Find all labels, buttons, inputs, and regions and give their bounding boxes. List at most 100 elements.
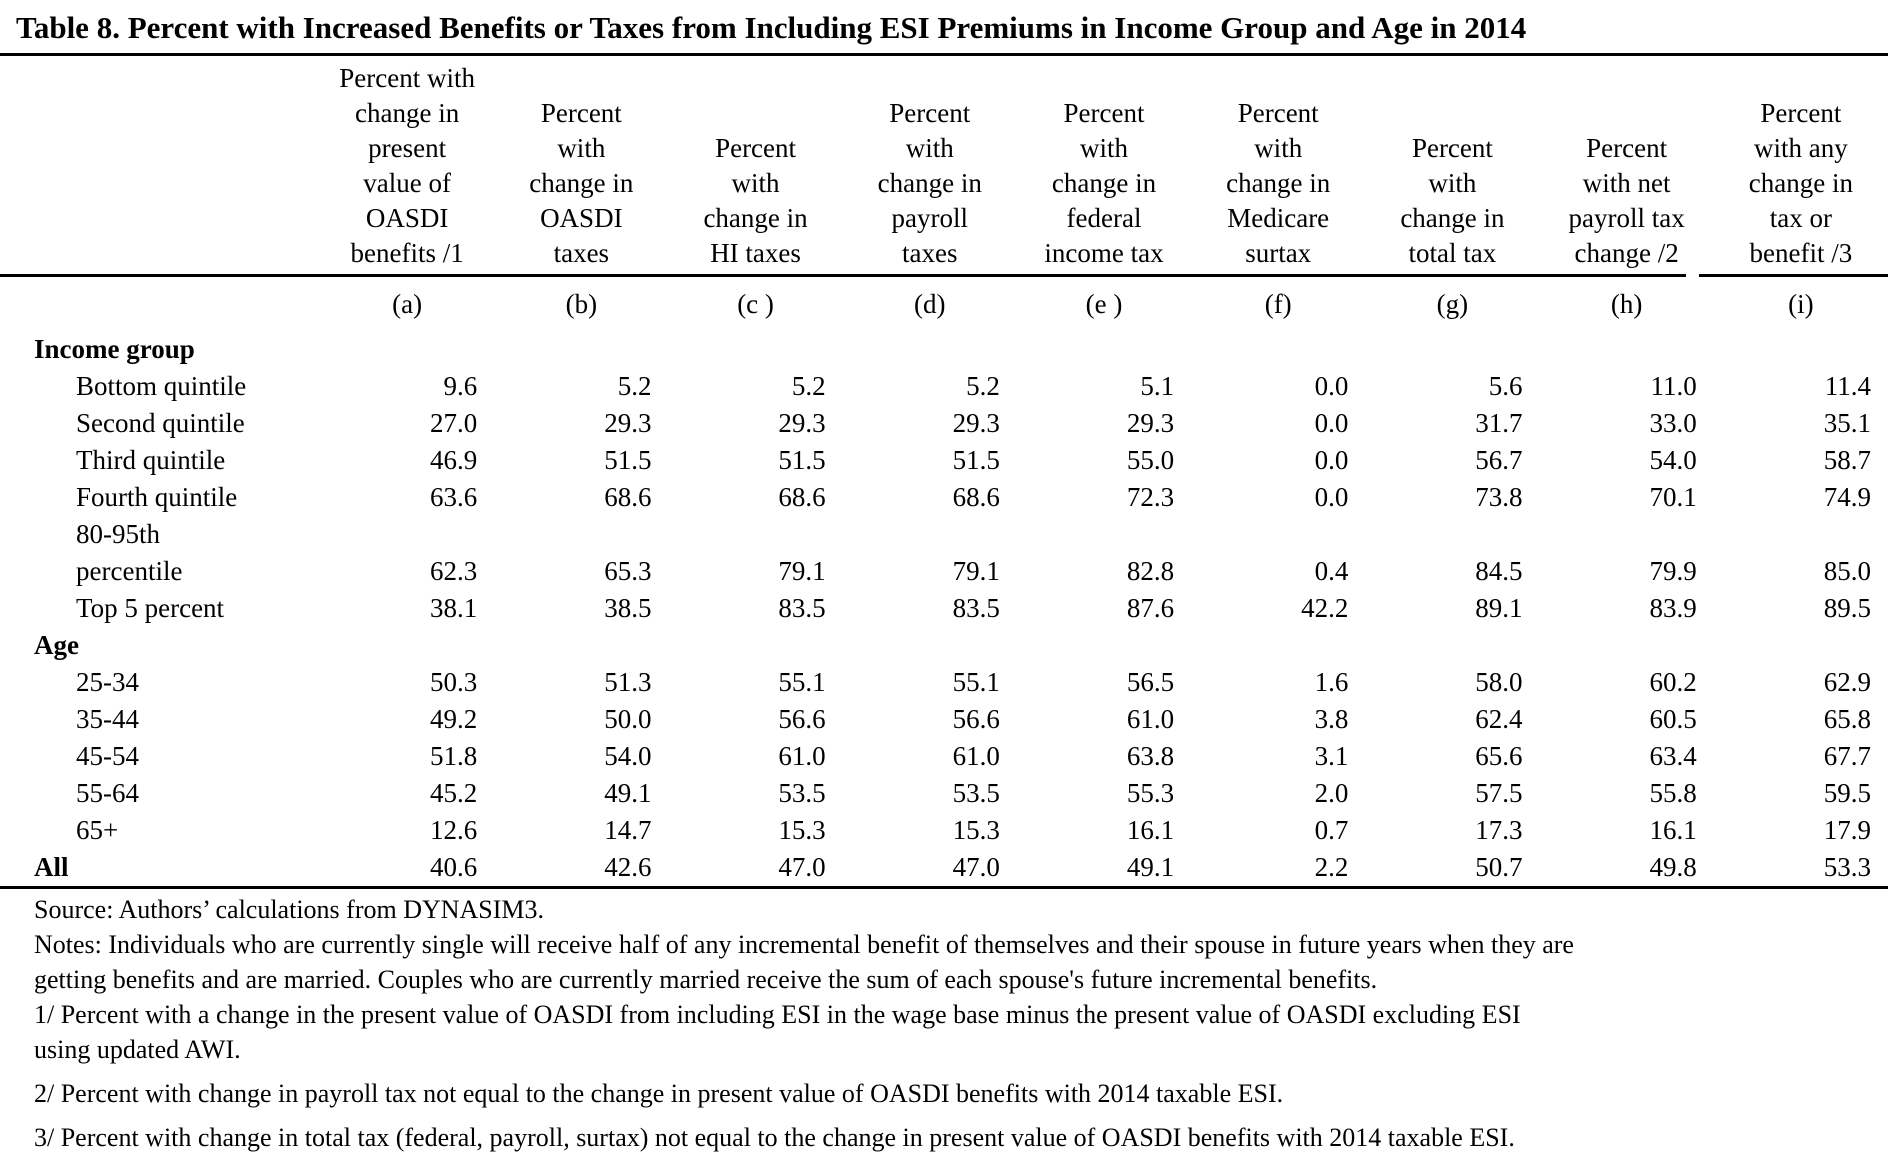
column-header-line: Percent [1760, 98, 1842, 128]
table-row: Fourth quintile 63.6 68.6 68.6 68.6 72.3 0.0 73… [0, 479, 1888, 516]
column-letter-f: (f) [1264, 288, 1292, 319]
cell-f [1191, 516, 1365, 553]
cell-f [1191, 627, 1365, 664]
cell-d: 61.0 [952, 741, 1000, 771]
cell-b: 50.0 [604, 704, 652, 734]
cell-c [668, 331, 842, 368]
column-header-line: change in [1226, 168, 1331, 198]
cell-b: 29.3 [604, 408, 652, 438]
column-header-line: OASDI [365, 203, 449, 233]
cell-b: 49.1 [604, 778, 652, 808]
table-row: 80-95th [0, 516, 1888, 553]
cell-e: 87.6 [1126, 593, 1175, 623]
cell-e: 16.1 [1126, 815, 1175, 845]
column-header-line: payroll tax [1568, 203, 1685, 233]
column-header-line: with any [1754, 133, 1848, 163]
benefits-table: Percent with change in present value of OASD… [0, 56, 1888, 889]
table-row: Third quintile 46.9 51.5 51.5 51.5 55.0 0.0 56.… [0, 442, 1888, 479]
cell-a: 46.9 [429, 445, 478, 475]
column-header-line: federal [1066, 203, 1142, 233]
cell-h: 63.4 [1649, 741, 1697, 771]
cell-i: 58.7 [1823, 445, 1871, 475]
cell-i: 85.0 [1823, 556, 1871, 586]
row-label: Second quintile [76, 408, 245, 438]
cell-h: 83.9 [1649, 593, 1697, 623]
column-header-line: OASDI [540, 203, 623, 233]
cell-c: 5.2 [791, 371, 826, 401]
row-label: 35-44 [76, 704, 139, 734]
cell-b: 51.3 [604, 667, 652, 697]
table-row: 25-34 50.3 51.3 55.1 55.1 56.5 1.6 58.0 60.2 62.9 [0, 664, 1888, 701]
cell-b: 68.6 [604, 482, 652, 512]
column-header-line: change in [877, 168, 982, 198]
column-header-f: Percent with change in Medicare surtax [1191, 56, 1366, 277]
cell-h: 49.8 [1539, 849, 1714, 889]
column-header-line: Percent [1411, 133, 1493, 163]
column-header-line: change in [1748, 168, 1853, 198]
column-header-line: with [557, 133, 606, 163]
cell-h: 55.8 [1649, 778, 1697, 808]
cell-f: 1.6 [1314, 667, 1349, 697]
footnote-2: Notes: Individuals who are currently sin… [34, 927, 1888, 997]
cell-e: 55.3 [1126, 778, 1175, 808]
column-header-line: benefits /1 [350, 238, 464, 268]
table-body: Income group Bottom quintile 9.6 5.2 5.2 5.2 5… [0, 331, 1888, 889]
column-letter-e: (e ) [1085, 288, 1123, 319]
column-header-e: Percent with change in federal income tax [1016, 56, 1192, 277]
footnote-line: using updated AWI. [34, 1035, 241, 1064]
cell-g: 73.8 [1475, 482, 1523, 512]
column-header-line: change in [1400, 203, 1505, 233]
section-row: Income group [0, 331, 1888, 368]
cell-e: 49.1 [1016, 849, 1192, 889]
cell-d [843, 627, 1017, 664]
column-letter-a: (a) [392, 288, 423, 319]
column-header-line: with [1254, 133, 1303, 163]
cell-d: 53.5 [952, 778, 1000, 808]
column-header-line: income tax [1044, 238, 1164, 268]
cell-c: 53.5 [778, 778, 826, 808]
column-header-line: surtax [1245, 238, 1312, 268]
cell-e: 72.3 [1126, 482, 1175, 512]
cell-i: 59.5 [1823, 778, 1871, 808]
footnote-line: Source: Authors’ calculations from DYNAS… [34, 895, 545, 924]
footnotes: Source: Authors’ calculations from DYNAS… [0, 889, 1888, 1155]
cell-f: 2.0 [1314, 778, 1349, 808]
column-header-line: change in [703, 203, 808, 233]
cell-d: 29.3 [952, 408, 1000, 438]
column-letter-b: (b) [565, 288, 598, 319]
cell-b: 42.6 [494, 849, 669, 889]
cell-a: 38.1 [429, 593, 478, 623]
cell-b: 54.0 [604, 741, 652, 771]
column-header-line: Percent [889, 98, 971, 128]
cell-i: 65.8 [1823, 704, 1871, 734]
column-header-line: value of [363, 168, 451, 198]
column-header-line: tax or [1769, 203, 1832, 233]
column-letter-d: (d) [914, 288, 946, 319]
column-header-line: Percent with [339, 63, 475, 93]
cell-g: 56.7 [1475, 445, 1523, 475]
cell-d: 68.6 [952, 482, 1000, 512]
cell-c: 51.5 [778, 445, 826, 475]
cell-g [1365, 516, 1539, 553]
table-row: 45-54 51.8 54.0 61.0 61.0 63.8 3.1 65.6 63.4 67.7 [0, 738, 1888, 775]
cell-c: 29.3 [778, 408, 826, 438]
cell-h [1540, 627, 1714, 664]
column-header-line: total tax [1408, 238, 1497, 268]
column-header-g: Percent with change in total tax [1365, 56, 1540, 277]
footnote-line: 1/ Percent with a change in the present … [34, 1000, 1521, 1029]
cell-c: 79.1 [778, 556, 826, 586]
cell-i: 11.4 [1824, 371, 1871, 401]
cell-d [843, 331, 1017, 368]
cell-a: 45.2 [429, 778, 478, 808]
cell-a: 49.2 [429, 704, 478, 734]
cell-b: 5.2 [617, 371, 652, 401]
footnote-5: 3/ Percent with change in total tax (fed… [34, 1120, 1888, 1155]
column-header-line: taxes [902, 238, 958, 268]
cell-f: 0.7 [1314, 815, 1349, 845]
row-label: percentile [76, 556, 183, 586]
cell-c: 68.6 [778, 482, 826, 512]
cell-c [668, 516, 842, 553]
cell-a [320, 627, 494, 664]
cell-g: 31.7 [1475, 408, 1523, 438]
column-letters-row: (a) (b) (c ) (d) (e ) (f) (g) (h) (i) [0, 276, 1888, 332]
